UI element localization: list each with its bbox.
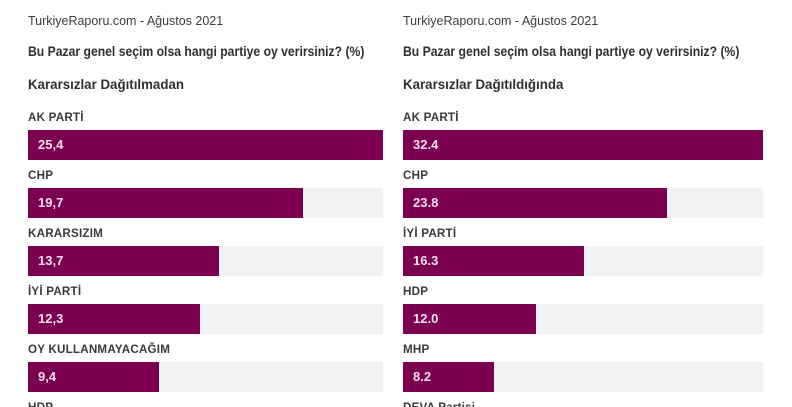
- bar-value-label: 23.8: [413, 195, 439, 210]
- party-label: DEVA Partisi: [403, 400, 476, 407]
- bar: 23.8: [403, 188, 668, 218]
- bar-row: İYİ PARTİ 16.3: [403, 226, 763, 276]
- party-label: İYİ PARTİ: [28, 284, 82, 298]
- bar-track: 13,7: [28, 246, 383, 276]
- chart-source: TurkiyeRaporu.com - Ağustos 2021: [28, 13, 224, 28]
- chart-question: Bu Pazar genel seçim olsa hangi partiye …: [28, 43, 365, 59]
- bar: 25,4: [28, 130, 383, 160]
- bar-track: 8.2: [403, 362, 763, 392]
- bar-row: AK PARTİ 32.4: [403, 110, 763, 160]
- bar: 32.4: [403, 130, 763, 160]
- party-label: HDP: [28, 400, 54, 407]
- party-label: CHP: [28, 168, 54, 182]
- bar-track: 12,3: [28, 304, 383, 334]
- bar-value-label: 9,4: [38, 369, 57, 384]
- party-label: AK PARTİ: [28, 110, 84, 124]
- bar-value-label: 32.4: [413, 137, 439, 152]
- bar-row: OY KULLANMAYACAĞIM 9,4: [28, 342, 383, 392]
- bar-value-label: 12,3: [38, 311, 64, 326]
- bar-value-label: 25,4: [38, 137, 64, 152]
- bar-track: 32.4: [403, 130, 763, 160]
- chart-question: Bu Pazar genel seçim olsa hangi partiye …: [403, 43, 740, 59]
- bar-value-label: 8.2: [413, 369, 432, 384]
- party-label: KARARSIZIM: [28, 226, 104, 240]
- bar-value-label: 19,7: [38, 195, 64, 210]
- bar-value-label: 12.0: [413, 311, 439, 326]
- bar: 12,3: [28, 304, 200, 334]
- chart-variant-label: Kararsızlar Dağıtılmadan: [28, 76, 184, 92]
- bar: 9,4: [28, 362, 160, 392]
- bar-row: HDP 12.0: [403, 284, 763, 334]
- chart-source: TurkiyeRaporu.com - Ağustos 2021: [403, 13, 599, 28]
- bar-track: 16.3: [403, 246, 763, 276]
- bar-row: MHP 8.2: [403, 342, 763, 392]
- bar-track: 23.8: [403, 188, 763, 218]
- party-label: İYİ PARTİ: [403, 226, 457, 240]
- bar-track: 19,7: [28, 188, 383, 218]
- bar-row-cropped: HDP: [28, 400, 383, 407]
- party-label: OY KULLANMAYACAĞIM: [28, 342, 171, 356]
- bar: 12.0: [403, 304, 537, 334]
- chart-panel-undistributed: TurkiyeRaporu.com - Ağustos 2021 Bu Paza…: [28, 0, 383, 407]
- bar-row: KARARSIZIM 13,7: [28, 226, 383, 276]
- bar: 13,7: [28, 246, 220, 276]
- bar: 16.3: [403, 246, 585, 276]
- bar-track: 12.0: [403, 304, 763, 334]
- bar-chart: AK PARTİ 25,4 CHP 19,7 KARARSIZIM: [28, 110, 383, 407]
- bar-value-label: 16.3: [413, 253, 439, 268]
- bar: 19,7: [28, 188, 304, 218]
- bar-row: CHP 19,7: [28, 168, 383, 218]
- bar-track: 9,4: [28, 362, 383, 392]
- bar-row: CHP 23.8: [403, 168, 763, 218]
- party-label: CHP: [403, 168, 429, 182]
- bar-row-cropped: DEVA Partisi: [403, 400, 763, 407]
- chart-panel-distributed: TurkiyeRaporu.com - Ağustos 2021 Bu Paza…: [403, 0, 763, 407]
- bar-track: 25,4: [28, 130, 383, 160]
- bar: 8.2: [403, 362, 495, 392]
- bar-chart: AK PARTİ 32.4 CHP 23.8 İYİ PARTİ: [403, 110, 763, 407]
- party-label: HDP: [403, 284, 429, 298]
- bar-value-label: 13,7: [38, 253, 64, 268]
- bar-row: İYİ PARTİ 12,3: [28, 284, 383, 334]
- chart-variant-label: Kararsızlar Dağıtıldığında: [403, 76, 564, 92]
- party-label: AK PARTİ: [403, 110, 459, 124]
- bar-row: AK PARTİ 25,4: [28, 110, 383, 160]
- party-label: MHP: [403, 342, 430, 356]
